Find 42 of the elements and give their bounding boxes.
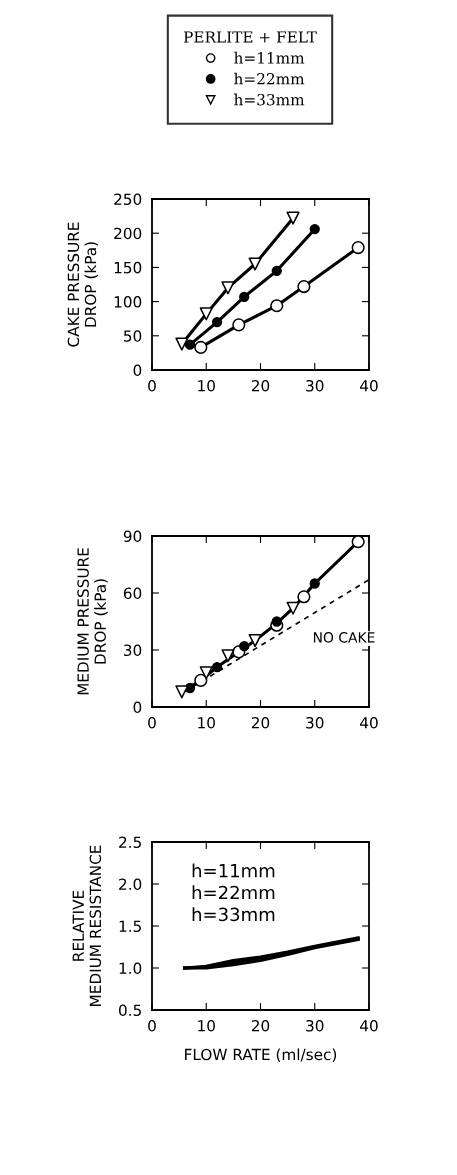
x-tick-label: 20 bbox=[251, 379, 270, 392]
x-tick-label: 10 bbox=[198, 379, 215, 392]
y-tick-label: 200 bbox=[114, 227, 142, 240]
x-axis-title: FLOW RATE (ml/sec) bbox=[185, 1048, 337, 1063]
y-tick-label: 100 bbox=[114, 296, 142, 308]
legend-label: h=33mm bbox=[234, 93, 305, 106]
y-tick-label: 250 bbox=[114, 193, 142, 206]
x-tick-label: 0 bbox=[148, 716, 156, 729]
y-tick-label: 90 bbox=[123, 530, 142, 543]
annotation: NO CAKE bbox=[313, 632, 375, 643]
x-tick-label: 0 bbox=[148, 1019, 156, 1032]
y-tick-label: 0 bbox=[133, 364, 142, 377]
x-tick-label: 10 bbox=[198, 716, 215, 729]
y-tick-label: 2.5 bbox=[119, 836, 141, 849]
y-axis-title: RELATIVE MEDIUM RESISTANCE bbox=[72, 845, 102, 1006]
annotation: h=11mm bbox=[192, 863, 275, 878]
annotation: h=33mm bbox=[192, 907, 275, 922]
y-tick-label: 50 bbox=[124, 330, 142, 342]
y-axis-title: CAKE PRESSURE DROP (kPa) bbox=[67, 222, 99, 347]
y-tick-label: 1.0 bbox=[119, 962, 142, 975]
legend-label: h=22mm bbox=[234, 72, 305, 85]
x-tick-label: 20 bbox=[251, 716, 270, 729]
x-tick-label: 10 bbox=[198, 1019, 215, 1032]
x-tick-label: 0 bbox=[148, 379, 156, 392]
y-tick-label: 1.5 bbox=[119, 920, 141, 933]
y-tick-label: 60 bbox=[123, 587, 142, 600]
y-tick-label: 0 bbox=[133, 701, 142, 714]
legend-label: h=11mm bbox=[234, 51, 305, 64]
x-tick-label: 30 bbox=[306, 716, 324, 729]
x-tick-label: 30 bbox=[306, 1019, 324, 1032]
x-tick-label: 40 bbox=[360, 1019, 378, 1032]
y-axis-title: MEDIUM PRESSURE DROP (kPa) bbox=[77, 548, 108, 695]
x-tick-label: 30 bbox=[306, 379, 324, 392]
y-tick-label: 2.0 bbox=[119, 878, 142, 891]
annotation: h=22mm bbox=[192, 885, 275, 900]
y-tick-label: 0.5 bbox=[118, 1004, 141, 1017]
legend-title: PERLITE + FELT bbox=[183, 31, 317, 43]
x-tick-label: 20 bbox=[251, 1019, 270, 1032]
x-tick-label: 40 bbox=[360, 716, 378, 729]
y-tick-label: 150 bbox=[114, 261, 142, 274]
x-tick-label: 40 bbox=[360, 379, 378, 392]
y-tick-label: 30 bbox=[124, 644, 142, 657]
